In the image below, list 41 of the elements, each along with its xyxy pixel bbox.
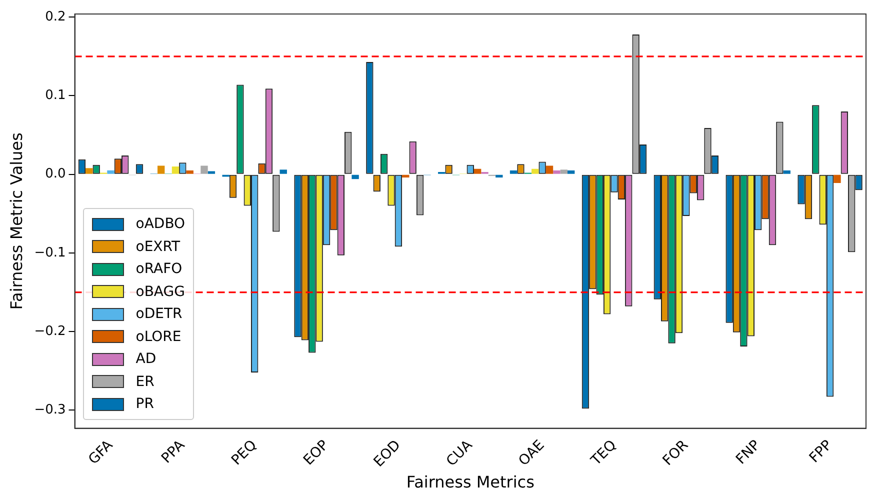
- y-tick-label: 0.1: [45, 88, 66, 104]
- legend-label: oBAGG: [136, 284, 185, 300]
- x-tick-label: TEQ: [588, 437, 620, 470]
- bar: [532, 168, 539, 174]
- legend-label: AD: [136, 351, 156, 368]
- bar: [208, 171, 216, 174]
- legend-label: oRAFO: [136, 261, 182, 278]
- x-tick-label: FPP: [806, 437, 836, 466]
- x-tick-label: GFA: [86, 436, 116, 468]
- legend-label: PR: [136, 396, 154, 412]
- bar: [560, 170, 568, 174]
- bar: [402, 174, 410, 178]
- bar: [352, 174, 359, 180]
- bar: [496, 174, 503, 178]
- y-tick-label: 0.0: [45, 166, 66, 182]
- y-tick-label: 0.2: [45, 10, 66, 25]
- x-tick-label: CUA: [444, 436, 476, 470]
- bar: [200, 166, 208, 174]
- legend-label: ER: [136, 374, 154, 390]
- bar: [567, 170, 575, 174]
- bar: [546, 166, 554, 174]
- legend-label: oLORE: [136, 328, 182, 345]
- legend-label: oDETR: [136, 306, 182, 322]
- bar: [107, 170, 114, 174]
- y-axis-title: Fairness Metric Values: [6, 132, 26, 310]
- bar: [783, 170, 790, 174]
- y-tick-label: −0.3: [34, 402, 66, 418]
- bar: [157, 166, 165, 174]
- bar: [86, 168, 93, 174]
- bar: [172, 166, 180, 174]
- bar: [186, 170, 194, 174]
- y-tick-label: −0.1: [34, 245, 66, 260]
- bar: [834, 174, 841, 183]
- y-tick-label: −0.2: [34, 324, 66, 339]
- x-axis-title: Fairness Metrics: [406, 472, 534, 492]
- legend-label: oADBO: [136, 216, 186, 232]
- bar: [280, 170, 287, 174]
- bar: [474, 168, 482, 174]
- legend-label: oEXRT: [136, 238, 180, 255]
- bar: [553, 170, 560, 174]
- x-tick-label: PPA: [158, 436, 188, 467]
